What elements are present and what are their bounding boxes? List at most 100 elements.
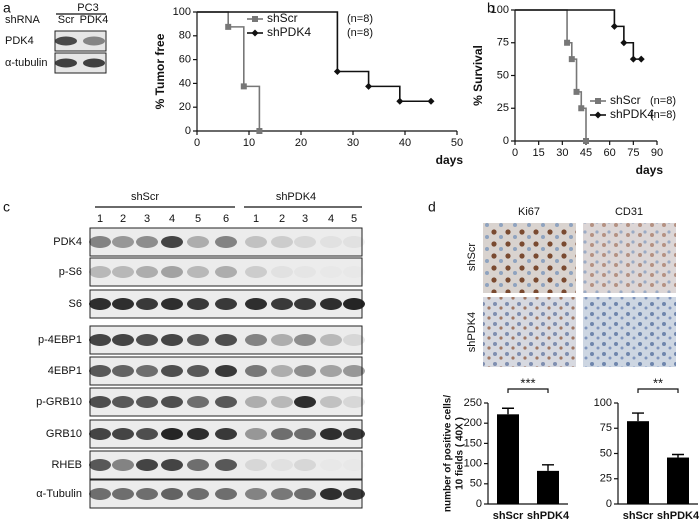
- ihc-column-label: Ki67: [518, 206, 540, 218]
- y-tick-label: 100: [594, 397, 612, 409]
- y-tick-label: 100: [464, 458, 482, 470]
- band: [187, 396, 209, 408]
- band: [271, 236, 293, 248]
- band: [112, 298, 134, 310]
- y-tick-label: 100: [173, 6, 191, 18]
- x-tick-label: shScr: [493, 510, 524, 522]
- lane-label: 3: [144, 213, 150, 225]
- x-tick-label: 90: [651, 147, 663, 159]
- y-tick-label: 50: [470, 478, 482, 490]
- band: [294, 428, 316, 440]
- legend-n: (n=8): [347, 27, 373, 39]
- ihc-row-label: shScr: [466, 243, 478, 271]
- blot-row-label: 4EBP1: [48, 365, 82, 377]
- panel-label: d: [428, 199, 436, 215]
- band: [136, 459, 158, 471]
- y-tick-label: 50: [497, 69, 509, 81]
- band: [112, 459, 134, 471]
- lane-label: 5: [195, 213, 201, 225]
- band: [215, 396, 237, 408]
- x-tick-label: 45: [580, 147, 592, 159]
- marker: [595, 98, 601, 104]
- bar: [667, 457, 689, 504]
- y-tick-label: 25: [497, 102, 509, 114]
- band: [294, 298, 316, 310]
- band: [271, 365, 293, 377]
- band: [343, 428, 365, 440]
- band: [271, 334, 293, 346]
- blot-row-label: α-Tubulin: [36, 488, 82, 500]
- y-tick-label: 0: [503, 135, 509, 147]
- band: [136, 298, 158, 310]
- ihc-image: [583, 297, 676, 367]
- lane-label: 2: [279, 213, 285, 225]
- blot-row-label: PDK4: [53, 236, 82, 248]
- band: [245, 298, 267, 310]
- significance-bracket: [507, 388, 549, 393]
- band: [161, 396, 183, 408]
- band: [55, 58, 77, 68]
- band: [89, 298, 111, 310]
- legend-label: shPDK4: [267, 25, 311, 39]
- error-bar: [672, 453, 684, 458]
- band: [294, 334, 316, 346]
- ihc-image: [483, 223, 576, 293]
- band: [161, 428, 183, 440]
- band: [136, 266, 158, 278]
- group-label: shPDK4: [276, 191, 316, 203]
- marker: [620, 39, 628, 47]
- band: [89, 459, 111, 471]
- band: [271, 488, 293, 500]
- marker: [251, 29, 259, 37]
- band: [161, 334, 183, 346]
- blot-row-label: GRB10: [46, 428, 82, 440]
- band: [161, 365, 183, 377]
- ihc-image: [483, 297, 576, 367]
- band: [271, 459, 293, 471]
- band: [215, 298, 237, 310]
- y-tick-label: 0: [185, 125, 191, 137]
- x-axis-title: days: [436, 153, 464, 167]
- panel-label: b: [487, 0, 495, 16]
- x-tick-label: shScr: [623, 510, 654, 522]
- band: [343, 365, 365, 377]
- band: [112, 236, 134, 248]
- band: [271, 428, 293, 440]
- band: [215, 365, 237, 377]
- band: [294, 459, 316, 471]
- band: [161, 298, 183, 310]
- lane-label: 4: [169, 213, 175, 225]
- legend-label: shScr: [610, 93, 641, 107]
- band: [320, 365, 342, 377]
- significance-bracket: [637, 388, 679, 393]
- band: [89, 428, 111, 440]
- band: [343, 396, 365, 408]
- band: [343, 334, 365, 346]
- band: [215, 334, 237, 346]
- x-axis-title: days: [636, 163, 664, 177]
- band: [161, 459, 183, 471]
- band: [112, 334, 134, 346]
- legend-n: (n=8): [347, 13, 373, 25]
- cell-line: PC3: [77, 2, 98, 14]
- lane-label: 4: [328, 213, 334, 225]
- y-axis-title: number of positive cells/: [443, 395, 454, 512]
- x-tick-label: 40: [399, 137, 411, 149]
- lane-label: Scr: [58, 14, 75, 26]
- row-header: shRNA: [5, 14, 41, 26]
- band: [112, 365, 134, 377]
- x-tick-label: shPDK4: [657, 510, 700, 522]
- marker: [365, 82, 373, 90]
- band: [320, 396, 342, 408]
- error-bar: [502, 407, 514, 415]
- y-tick-label: 25: [600, 473, 612, 485]
- band: [215, 236, 237, 248]
- x-tick-label: 75: [627, 147, 639, 159]
- marker: [333, 68, 341, 75]
- band: [136, 396, 158, 408]
- band: [187, 459, 209, 471]
- band: [271, 266, 293, 278]
- x-tick-label: shPDK4: [527, 510, 570, 522]
- x-tick-label: 10: [243, 137, 255, 149]
